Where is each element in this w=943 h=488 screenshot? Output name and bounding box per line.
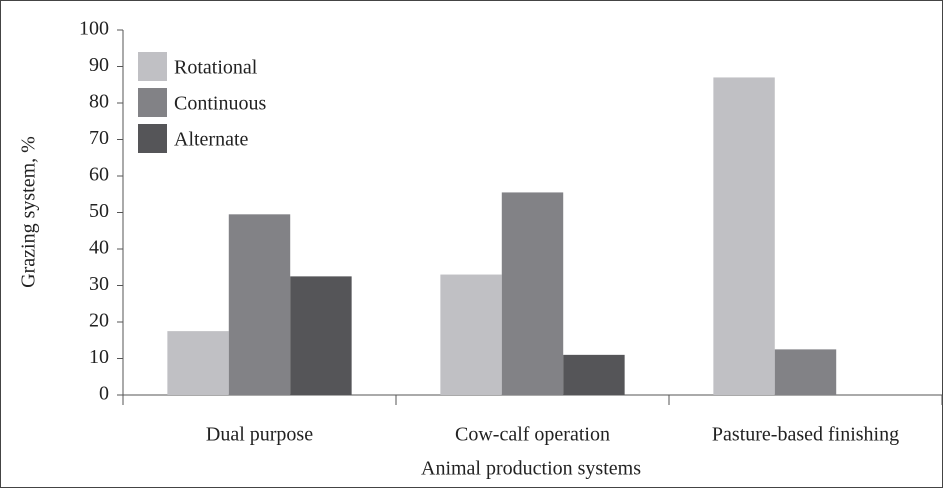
y-tick-label: 30 (89, 273, 109, 295)
bar (167, 331, 229, 395)
bar (440, 274, 502, 395)
y-tick-label: 80 (89, 91, 109, 113)
bar (290, 276, 352, 395)
y-tick-label: 100 (79, 18, 109, 40)
legend-swatch (138, 52, 167, 81)
y-tick-label: 40 (89, 237, 109, 259)
bar (563, 354, 625, 395)
y-tick-label: 60 (89, 164, 109, 186)
legend-label: Continuous (174, 93, 266, 115)
legend-label: Alternate (174, 129, 249, 151)
legend-swatch (138, 88, 167, 117)
legend-swatch (138, 124, 167, 153)
y-axis-title: Grazing system, % (18, 136, 40, 288)
bar (774, 349, 837, 395)
x-axis-title: Animal production systems (421, 458, 641, 480)
x-tick-label: Cow-calf operation (455, 424, 610, 446)
legend-label: Rotational (174, 57, 258, 79)
bar (228, 214, 291, 395)
y-tick-label: 70 (89, 127, 109, 149)
y-tick-label: 10 (89, 346, 109, 368)
y-tick-label: 90 (89, 54, 109, 76)
y-tick-label: 50 (89, 200, 109, 222)
bar (501, 192, 564, 395)
bar (713, 77, 775, 395)
y-tick-label: 20 (89, 310, 109, 332)
x-tick-label: Dual purpose (206, 424, 313, 446)
y-tick-label: 0 (99, 383, 109, 405)
x-tick-label: Pasture-based finishing (712, 424, 899, 446)
